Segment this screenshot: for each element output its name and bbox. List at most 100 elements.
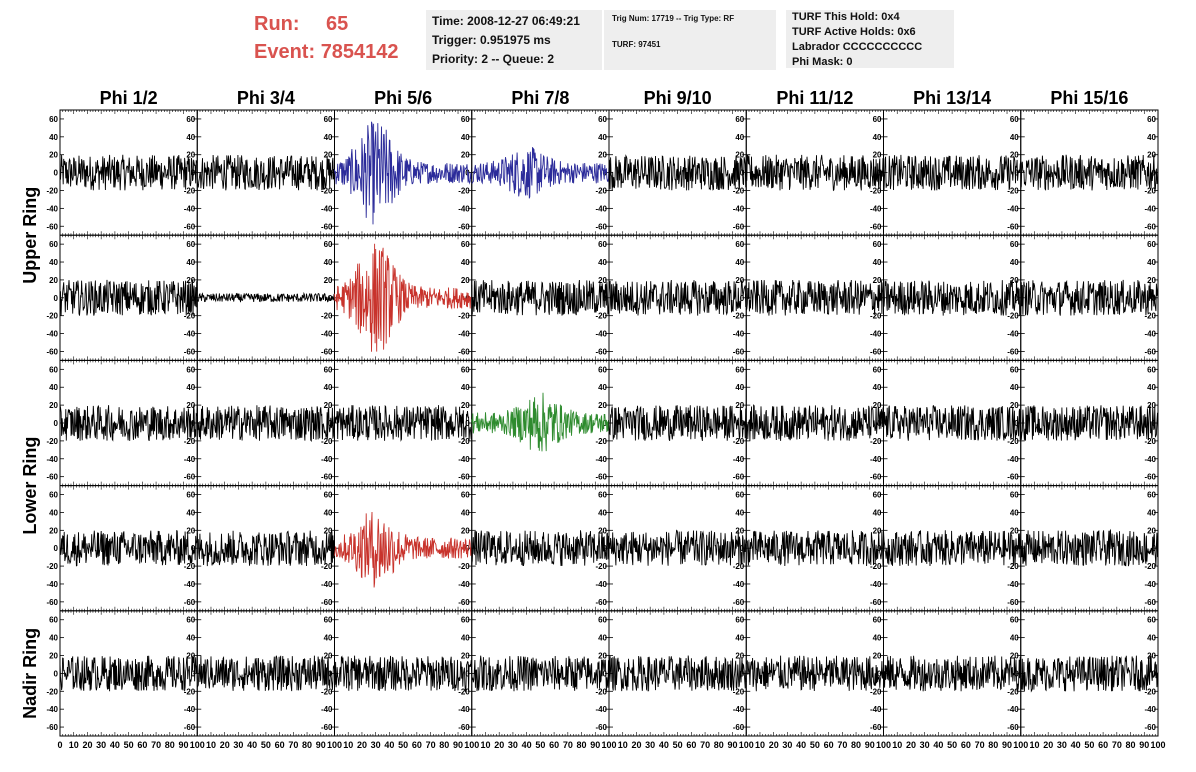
waveform-trace — [334, 121, 473, 225]
y-tick-label: -60 — [458, 723, 470, 732]
y-tick-label: -60 — [46, 723, 58, 732]
y-tick-label: -60 — [458, 347, 470, 356]
labrador-text: Labrador CCCCCCCCCC — [792, 41, 923, 53]
y-tick-label: -40 — [595, 204, 607, 213]
x-tick-label: 60 — [549, 740, 559, 750]
x-tick-label: 40 — [384, 740, 394, 750]
y-tick-label: -60 — [321, 347, 333, 356]
column-header: Phi 15/16 — [1050, 88, 1128, 108]
y-tick-label: 0 — [1152, 544, 1157, 553]
waveform-trace — [608, 154, 747, 191]
y-tick-label: 20 — [735, 401, 744, 410]
y-tick-label: 60 — [873, 491, 882, 500]
y-tick-label: -40 — [184, 455, 196, 464]
waveform-trace — [59, 278, 198, 316]
y-tick-label: 0 — [603, 419, 608, 428]
y-tick-label: -60 — [595, 723, 607, 732]
y-tick-label: 20 — [461, 276, 470, 285]
y-tick-label: -40 — [321, 580, 333, 589]
y-tick-label: 60 — [1010, 491, 1019, 500]
ring-label: Lower Ring — [20, 437, 40, 535]
waveform-trace — [608, 529, 747, 567]
x-tick-label: 70 — [837, 740, 847, 750]
y-tick-label: -20 — [733, 312, 745, 321]
y-tick-label: 20 — [1147, 526, 1156, 535]
y-tick-label: 40 — [186, 258, 195, 267]
y-tick-label: -60 — [595, 222, 607, 231]
y-tick-label: 40 — [49, 133, 58, 142]
event-value: 7854142 — [320, 41, 399, 63]
x-tick-label: 50 — [535, 740, 545, 750]
y-tick-label: -60 — [733, 473, 745, 482]
y-tick-label: -60 — [184, 222, 196, 231]
y-tick-label: -60 — [46, 347, 58, 356]
x-tick-label: 90 — [179, 740, 189, 750]
waveform-trace — [745, 404, 884, 441]
y-tick-label: 40 — [1010, 383, 1019, 392]
x-tick-label: 90 — [453, 740, 463, 750]
y-tick-label: 60 — [735, 240, 744, 249]
y-tick-label: 20 — [49, 151, 58, 160]
y-tick-label: 40 — [1010, 508, 1019, 517]
x-tick-label: 40 — [247, 740, 257, 750]
y-tick-label: 40 — [1147, 383, 1156, 392]
turf-info-box: TURF This Hold: 0x4 TURF Active Holds: 0… — [786, 10, 954, 68]
y-tick-label: 60 — [461, 491, 470, 500]
y-tick-label: 20 — [873, 526, 882, 535]
x-tick-label: 80 — [302, 740, 312, 750]
y-tick-label: 60 — [873, 365, 882, 374]
y-tick-label: 20 — [598, 151, 607, 160]
y-tick-label: 40 — [735, 258, 744, 267]
waveform-trace — [883, 530, 1022, 567]
ring-label: Nadir Ring — [20, 628, 40, 719]
x-tick-label: 10 — [618, 740, 628, 750]
y-tick-label: -20 — [184, 186, 196, 195]
y-tick-label: 0 — [1014, 169, 1019, 178]
y-tick-label: -40 — [458, 455, 470, 464]
waveform-trace — [1020, 279, 1159, 316]
y-tick-label: -40 — [733, 330, 745, 339]
x-tick-label: 40 — [659, 740, 669, 750]
x-tick-label: 10 — [480, 740, 490, 750]
time-text: Time: 2008-12-27 06:49:21 — [432, 14, 580, 28]
x-tick-label: 90 — [728, 740, 738, 750]
y-tick-label: 0 — [603, 544, 608, 553]
y-tick-label: 60 — [598, 240, 607, 249]
y-tick-label: -20 — [733, 186, 745, 195]
y-tick-label: 40 — [186, 383, 195, 392]
y-tick-label: -20 — [1144, 437, 1156, 446]
waveform-trace — [59, 405, 198, 442]
y-tick-label: -40 — [1144, 580, 1156, 589]
y-tick-label: -20 — [733, 562, 745, 571]
y-tick-label: -40 — [184, 705, 196, 714]
x-tick-label: 60 — [275, 740, 285, 750]
waveform-trace — [59, 154, 198, 191]
y-tick-label: 40 — [735, 383, 744, 392]
y-tick-label: 40 — [873, 508, 882, 517]
y-tick-label: -40 — [870, 455, 882, 464]
y-tick-label: 20 — [324, 276, 333, 285]
y-tick-label: -60 — [1007, 347, 1019, 356]
y-tick-label: 40 — [598, 258, 607, 267]
y-tick-label: 60 — [49, 491, 58, 500]
y-tick-label: -20 — [1007, 186, 1019, 195]
y-tick-label: 20 — [49, 526, 58, 535]
y-tick-label: 20 — [461, 151, 470, 160]
waveform-trace — [334, 404, 473, 442]
y-tick-label: 60 — [461, 616, 470, 625]
y-tick-label: -40 — [870, 580, 882, 589]
x-tick-label: 20 — [631, 740, 641, 750]
y-tick-label: 60 — [186, 491, 195, 500]
y-tick-label: -20 — [184, 437, 196, 446]
x-tick-label: 0 — [57, 740, 62, 750]
waveform-trace — [883, 405, 1022, 441]
y-tick-label: -20 — [321, 312, 333, 321]
y-tick-label: 60 — [598, 491, 607, 500]
y-tick-label: -40 — [46, 580, 58, 589]
y-tick-label: -40 — [1007, 204, 1019, 213]
waveform-trace — [471, 392, 610, 452]
y-tick-label: 40 — [1147, 508, 1156, 517]
y-tick-label: -20 — [595, 186, 607, 195]
y-tick-label: -40 — [184, 330, 196, 339]
y-tick-label: -40 — [46, 204, 58, 213]
